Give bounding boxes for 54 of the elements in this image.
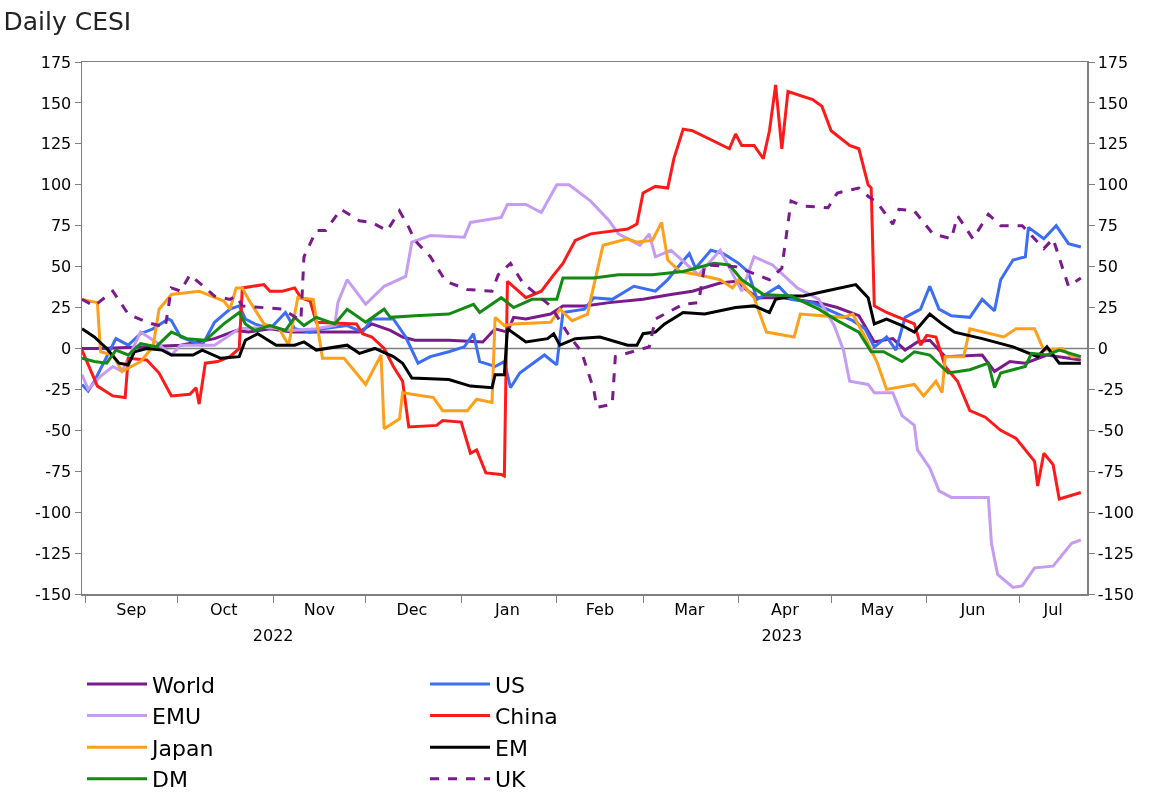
x-tick-label: Jul [1042,599,1063,619]
y2-tick-label: -100 [1097,502,1135,522]
y2-tick-label: 75 [1097,216,1119,236]
y2-tick-label: -75 [1097,461,1124,481]
y2-tick-label: 175 [1097,52,1129,72]
legend-label: Japan [150,735,214,761]
line-series [82,186,1083,409]
y-tick-label: 125 [40,134,72,154]
line-series [82,261,1083,390]
y-tick-label: 0 [61,339,72,359]
chart-title: Daily CESI [3,6,132,36]
y-tick-label: -75 [45,461,72,481]
legend-label: China [495,704,558,730]
legend-label: EMU [152,704,201,730]
y2-tick-label: 25 [1097,298,1119,318]
x-tick-label: Jun [959,599,986,619]
x-tick-label: May [860,599,894,619]
x2-tick-label: 2022 [252,626,294,645]
legend-label: World [152,672,216,698]
y-tick-label: -125 [34,543,72,563]
y2-tick-label: -25 [1097,379,1124,399]
y-tick-label: 175 [40,52,72,72]
legend-label: EM [495,735,528,761]
x-tick-label: Jan [494,599,520,619]
x-tick-label: Apr [771,599,800,619]
x-tick-label: Nov [303,599,335,619]
y2-tick-label: 100 [1097,175,1129,195]
y2-tick-label: -150 [1097,584,1135,604]
y-tick-label: -100 [34,502,72,522]
y2-tick-label: -125 [1097,543,1135,563]
y-tick-label: -25 [45,379,72,399]
x-tick-label: Mar [674,599,705,619]
y-tick-label: 100 [40,175,72,195]
x-tick-label: Oct [209,599,238,619]
line-series [82,283,1083,390]
y2-tick-label: 125 [1097,134,1129,154]
y2-tick-label: 150 [1097,93,1129,113]
x-tick-label: Sep [116,599,147,619]
x-tick-label: Feb [585,599,615,619]
y2-tick-label: -50 [1097,420,1124,440]
y2-tick-label: 50 [1097,257,1119,277]
legend-label: UK [495,767,527,793]
x2-tick-label: 2023 [761,626,803,645]
legend-label: DM [152,767,188,793]
y-tick-label: 150 [40,93,72,113]
y-tick-label: 50 [50,257,72,277]
x-tick-label: Dec [396,599,428,619]
y-tick-label: 25 [50,298,72,318]
y-tick-label: 75 [50,216,72,236]
y-tick-label: -150 [34,584,72,604]
line-series [82,83,1083,501]
legend-label: US [495,672,526,698]
y2-tick-label: 0 [1097,339,1108,359]
y-tick-label: -50 [45,420,72,440]
